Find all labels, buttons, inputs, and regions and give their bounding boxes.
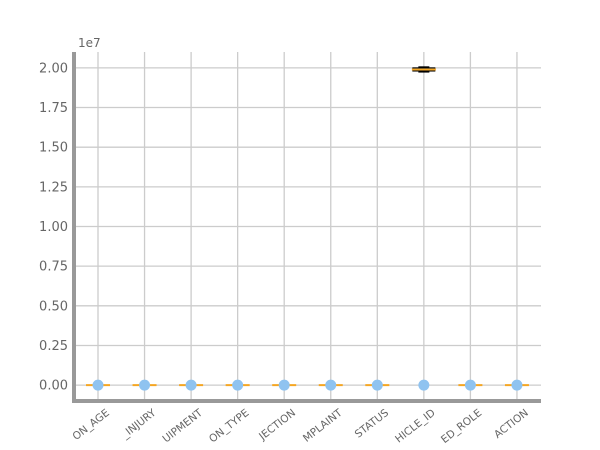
data-point [325, 379, 337, 391]
x-tick-label: ON_TYPE [207, 407, 252, 445]
x-tick-label: UIPMENT [160, 407, 205, 446]
data-point [92, 379, 104, 391]
y-tick-label: 1.00 [39, 220, 68, 235]
y-tick-labels: 0.00 0.25 0.50 0.75 1.00 1.25 1.50 1.75 2.00 [39, 61, 68, 393]
x-tick-label: MPLAINT [301, 407, 345, 445]
x-tick-label: HICLE_ID [393, 407, 438, 446]
x-tick-label: STATUS [353, 407, 392, 441]
data-point [464, 379, 476, 391]
x-tick-label: ED_ROLE [439, 407, 484, 446]
y-tick-label: 0.75 [39, 260, 68, 275]
y-tick-label: 1.50 [39, 141, 68, 156]
grid-lines [74, 52, 541, 401]
data-points [92, 379, 523, 391]
data-point [139, 379, 151, 391]
data-point [511, 379, 523, 391]
x-tick-label: ACTION [492, 407, 531, 441]
y-tick-label: 2.00 [39, 61, 68, 76]
data-point [418, 379, 430, 391]
data-point [371, 379, 383, 391]
x-tick-label: _INJURY [119, 407, 159, 442]
axes [72, 52, 541, 403]
data-point [278, 379, 290, 391]
y-tick-label: 0.25 [39, 339, 68, 354]
x-tick-label: ON_AGE [70, 407, 111, 443]
data-point [232, 379, 244, 391]
y-tick-label: 1.25 [39, 180, 68, 195]
y-tick-label: 0.00 [39, 379, 68, 394]
data-point [185, 379, 197, 391]
y-tick-label: 1.75 [39, 101, 68, 116]
x-tick-labels: ON_AGE _INJURY UIPMENT ON_TYPE JECTION MPLAIN… [70, 407, 530, 446]
y-scale-label: 1e7 [78, 36, 101, 50]
x-tick-label: JECTION [256, 407, 298, 443]
y-tick-label: 0.50 [39, 299, 68, 314]
